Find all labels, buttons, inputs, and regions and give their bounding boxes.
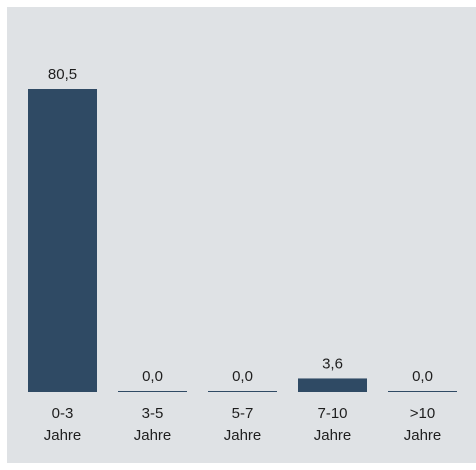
value-labels-group: 80,5 0,0 0,0 3,6 0,0	[48, 66, 433, 385]
x-tick-label-2: 5-7 Jahre	[224, 405, 262, 444]
bar-0	[28, 89, 97, 392]
value-label-3: 3,6	[322, 355, 343, 372]
x-tick-label-3: 7-10 Jahre	[314, 405, 352, 444]
x-tick-labels-group: 0-3 Jahre 3-5 Jahre 5-7 Jahre 7-10 Jahre >10 Jahr…	[44, 405, 442, 444]
x-tick-label-0: 0-3 Jahre	[44, 405, 82, 444]
x-tick-label-1: 3-5 Jahre	[134, 405, 172, 444]
value-label-4: 0,0	[412, 368, 433, 385]
value-label-1: 0,0	[142, 368, 163, 385]
bar-3	[298, 378, 367, 392]
bars-group	[28, 89, 457, 392]
bar-1	[118, 391, 187, 392]
value-label-2: 0,0	[232, 368, 253, 385]
bar-4	[388, 391, 457, 392]
value-label-0: 80,5	[48, 66, 77, 83]
x-tick-label-4: >10 Jahre	[404, 405, 442, 444]
bar-2	[208, 391, 277, 392]
